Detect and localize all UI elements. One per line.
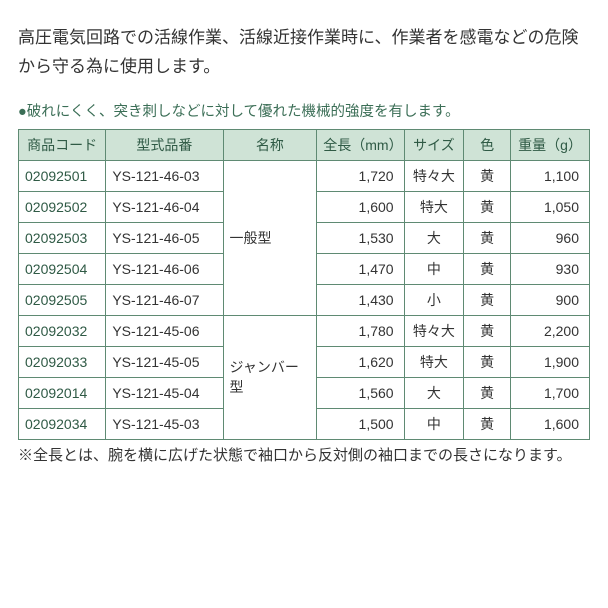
cell-name: 一般型 xyxy=(223,160,317,315)
table-row: 02092032YS-121-45-06ジャンバー型1,780特々大黄2,200 xyxy=(19,315,590,346)
footnote: ※全長とは、腕を横に広げた状態で袖口から反対側の袖口までの長さになります。 xyxy=(18,444,590,468)
cell-size: 小 xyxy=(404,284,464,315)
cell-size: 大 xyxy=(404,377,464,408)
cell-size: 特々大 xyxy=(404,160,464,191)
lead-text: 高圧電気回路での活線作業、活線近接作業時に、作業者を感電などの危険から守る為に使… xyxy=(18,24,590,82)
cell-length: 1,560 xyxy=(317,377,404,408)
cell-weight: 2,200 xyxy=(511,315,590,346)
cell-length: 1,530 xyxy=(317,222,404,253)
cell-code: 02092034 xyxy=(19,408,106,439)
col-header-model: 型式品番 xyxy=(106,129,223,160)
col-header-name: 名称 xyxy=(223,129,317,160)
table-body: 02092501YS-121-46-03一般型1,720特々大黄1,100020… xyxy=(19,160,590,439)
cell-size: 中 xyxy=(404,253,464,284)
cell-color: 黄 xyxy=(464,253,511,284)
cell-weight: 1,100 xyxy=(511,160,590,191)
cell-color: 黄 xyxy=(464,160,511,191)
cell-color: 黄 xyxy=(464,377,511,408)
cell-color: 黄 xyxy=(464,191,511,222)
table-header-row: 商品コード 型式品番 名称 全長（mm） サイズ 色 重量（g） xyxy=(19,129,590,160)
cell-length: 1,780 xyxy=(317,315,404,346)
cell-weight: 1,700 xyxy=(511,377,590,408)
cell-model: YS-121-46-04 xyxy=(106,191,223,222)
cell-length: 1,620 xyxy=(317,346,404,377)
col-header-color: 色 xyxy=(464,129,511,160)
cell-weight: 930 xyxy=(511,253,590,284)
cell-model: YS-121-45-04 xyxy=(106,377,223,408)
cell-size: 大 xyxy=(404,222,464,253)
cell-color: 黄 xyxy=(464,346,511,377)
col-header-length: 全長（mm） xyxy=(317,129,404,160)
cell-size: 特大 xyxy=(404,346,464,377)
cell-weight: 1,050 xyxy=(511,191,590,222)
cell-size: 特大 xyxy=(404,191,464,222)
cell-color: 黄 xyxy=(464,408,511,439)
table-row: 02092501YS-121-46-03一般型1,720特々大黄1,100 xyxy=(19,160,590,191)
cell-code: 02092501 xyxy=(19,160,106,191)
cell-weight: 1,900 xyxy=(511,346,590,377)
cell-length: 1,470 xyxy=(317,253,404,284)
cell-name: ジャンバー型 xyxy=(223,315,317,439)
cell-length: 1,600 xyxy=(317,191,404,222)
cell-code: 02092014 xyxy=(19,377,106,408)
cell-model: YS-121-45-06 xyxy=(106,315,223,346)
cell-model: YS-121-45-05 xyxy=(106,346,223,377)
cell-color: 黄 xyxy=(464,284,511,315)
cell-code: 02092503 xyxy=(19,222,106,253)
col-header-code: 商品コード xyxy=(19,129,106,160)
cell-length: 1,720 xyxy=(317,160,404,191)
spec-table: 商品コード 型式品番 名称 全長（mm） サイズ 色 重量（g） 0209250… xyxy=(18,129,590,440)
cell-color: 黄 xyxy=(464,315,511,346)
cell-length: 1,500 xyxy=(317,408,404,439)
cell-code: 02092502 xyxy=(19,191,106,222)
cell-size: 中 xyxy=(404,408,464,439)
cell-code: 02092033 xyxy=(19,346,106,377)
cell-weight: 900 xyxy=(511,284,590,315)
cell-length: 1,430 xyxy=(317,284,404,315)
cell-weight: 1,600 xyxy=(511,408,590,439)
cell-model: YS-121-46-06 xyxy=(106,253,223,284)
col-header-weight: 重量（g） xyxy=(511,129,590,160)
feature-bullet: ●破れにくく、突き刺しなどに対して優れた機械的強度を有します。 xyxy=(18,100,590,121)
cell-model: YS-121-46-03 xyxy=(106,160,223,191)
cell-model: YS-121-46-07 xyxy=(106,284,223,315)
col-header-size: サイズ xyxy=(404,129,464,160)
cell-code: 02092032 xyxy=(19,315,106,346)
cell-model: YS-121-45-03 xyxy=(106,408,223,439)
cell-code: 02092504 xyxy=(19,253,106,284)
cell-model: YS-121-46-05 xyxy=(106,222,223,253)
cell-weight: 960 xyxy=(511,222,590,253)
cell-code: 02092505 xyxy=(19,284,106,315)
cell-color: 黄 xyxy=(464,222,511,253)
cell-size: 特々大 xyxy=(404,315,464,346)
